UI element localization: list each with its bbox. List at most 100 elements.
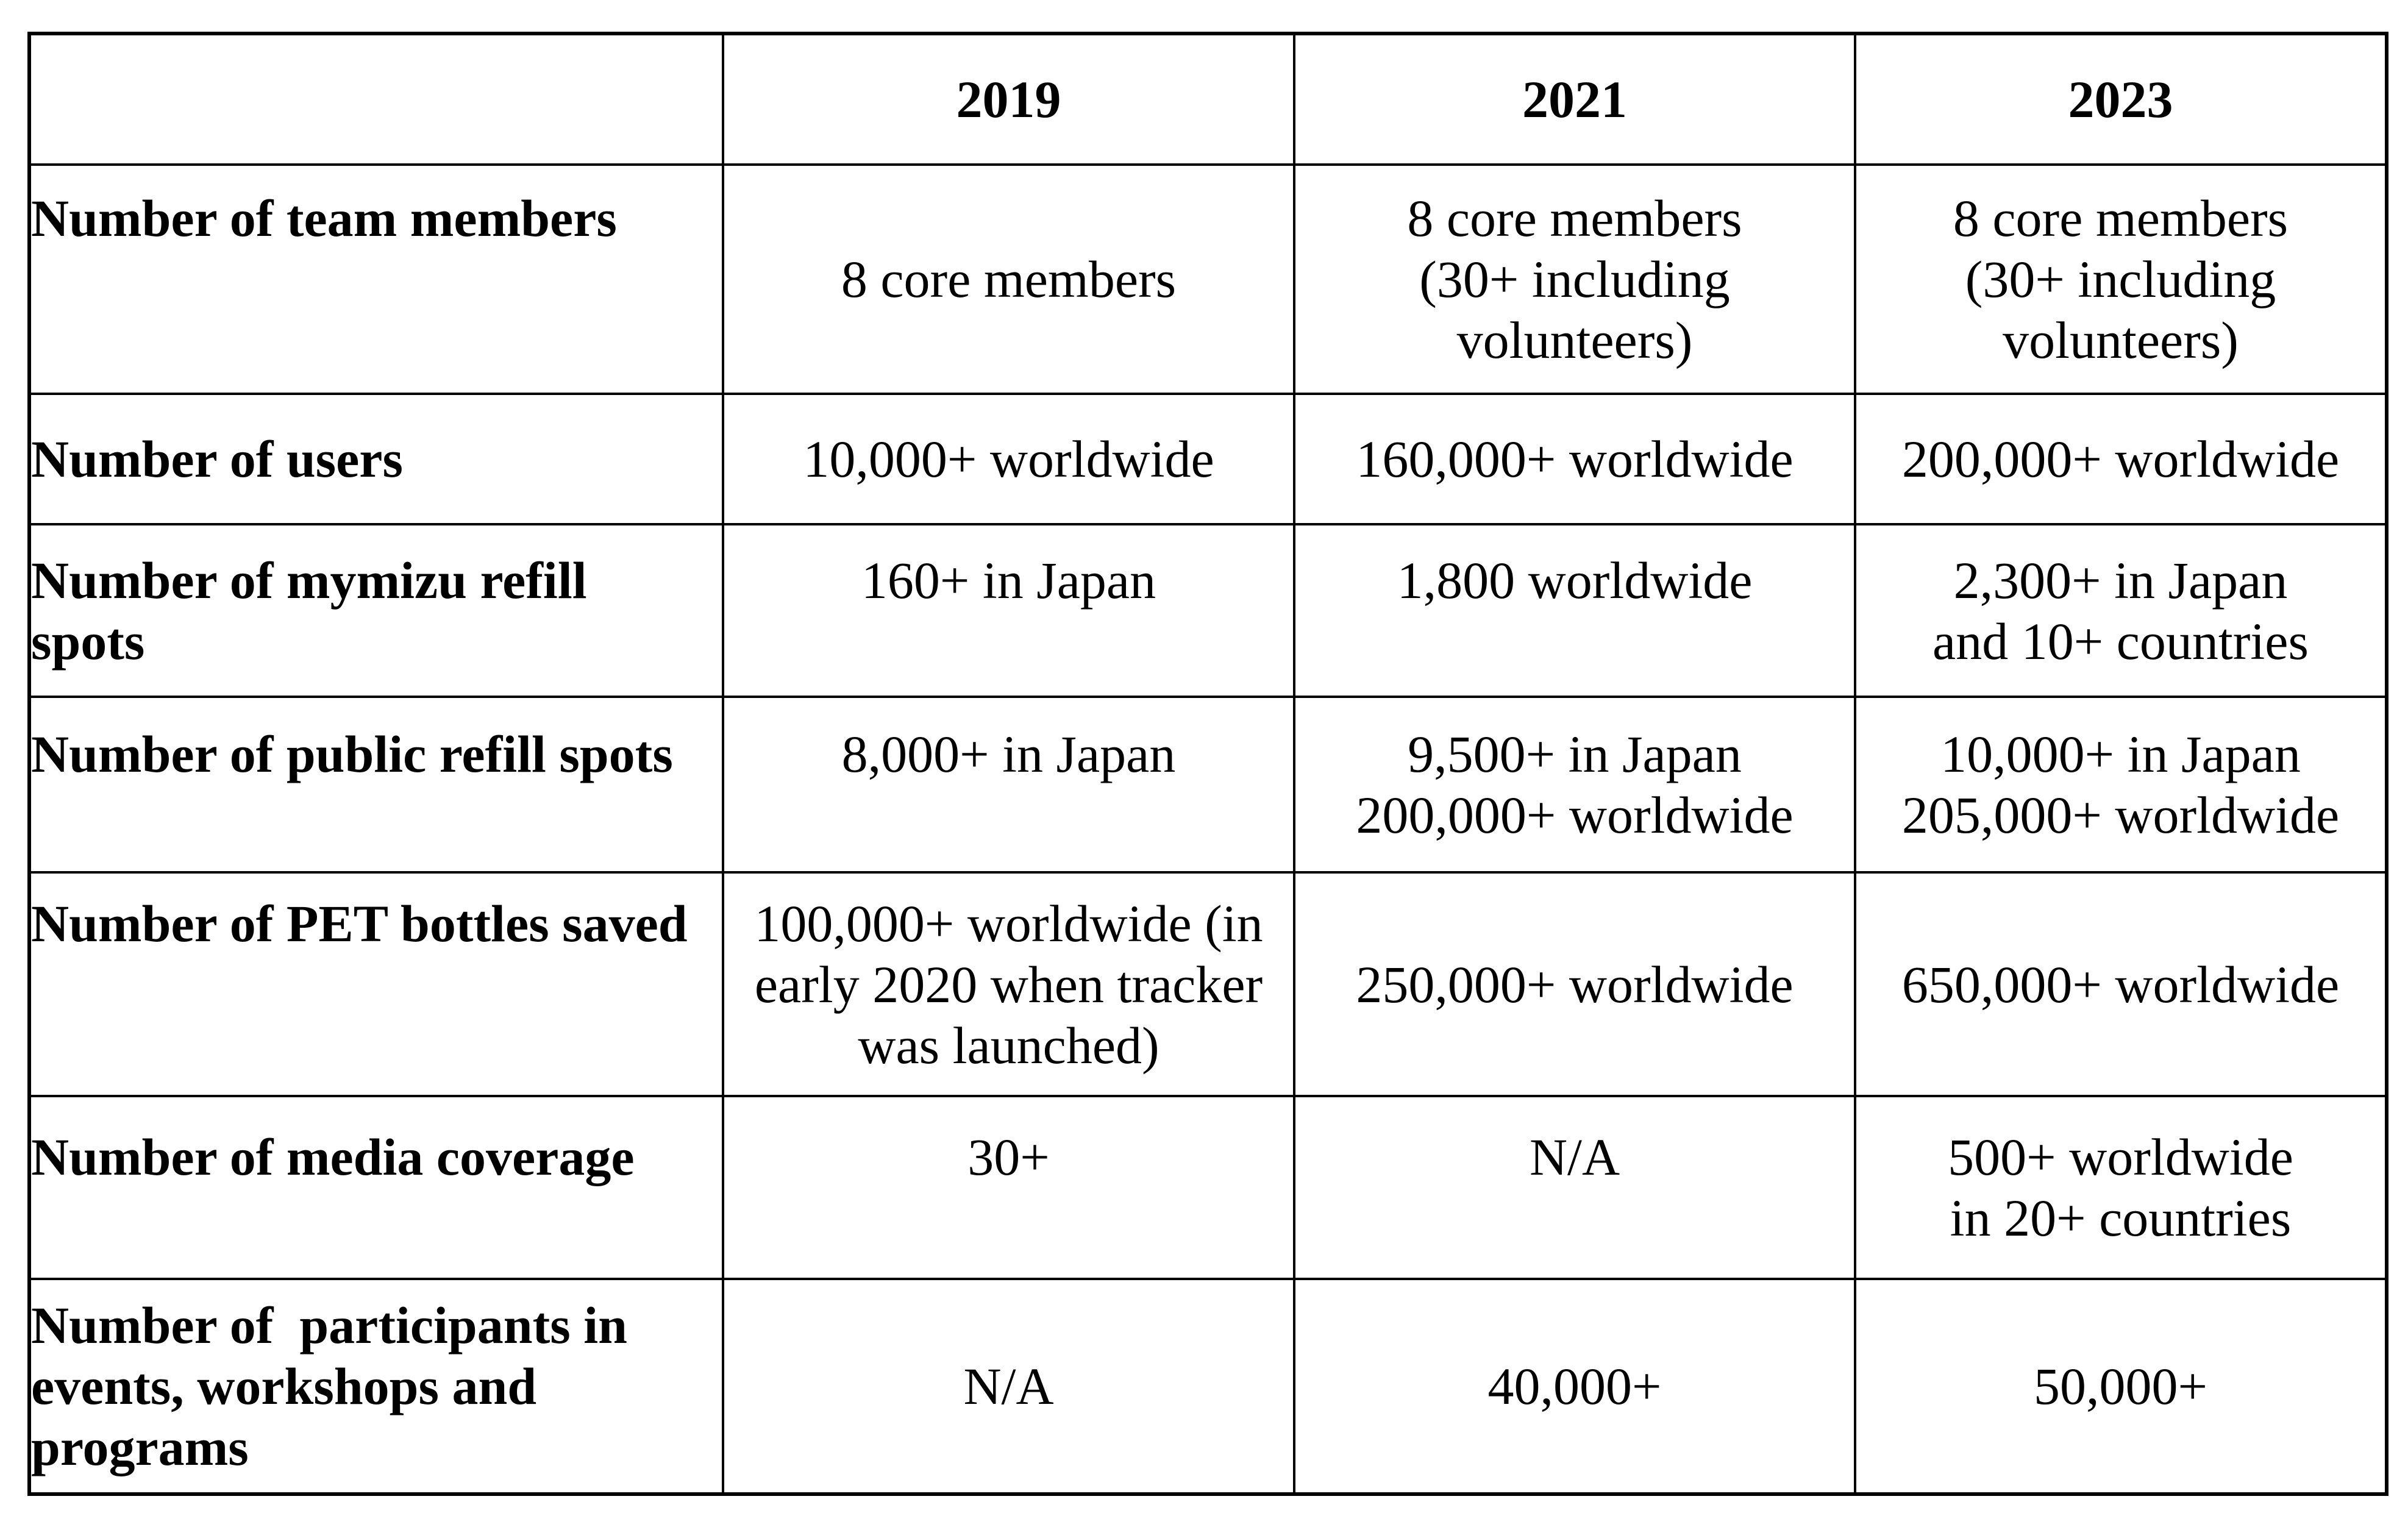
text-line (724, 611, 1293, 672)
text-line: 200,000+ worldwide (1901, 430, 2340, 488)
table-row: Number of public refill spots 8,000+ in J… (28, 696, 2388, 874)
text-line (31, 1015, 722, 1076)
value-cell-y2021: 160,000+ worldwide (1293, 393, 1856, 525)
table-row: Number of PET bottles saved 100,000+ worl… (28, 871, 2388, 1097)
row-label-cell: Number of mymizu refill spots (28, 523, 724, 698)
table-row: Number of participants in events, worksho… (28, 1278, 2388, 1495)
text-line: 8 core members (841, 250, 1177, 308)
text-line: 8,000+ in Japan (841, 725, 1176, 783)
table-body: Number of team members 8 core members 8 co… (28, 163, 2388, 1495)
text-line: 1,800 worldwide (1397, 550, 1753, 610)
column-header-y2019: 2019 (722, 32, 1295, 166)
text-line: Number of media coverage (31, 1128, 635, 1186)
column-header-y2023: 2023 (1854, 32, 2388, 166)
text-line: 500+ worldwide (1948, 1128, 2293, 1186)
value-cell-y2019: 100,000+ worldwide (in early 2020 when tr… (722, 871, 1295, 1097)
header-label: 2023 (2068, 70, 2173, 129)
table-header: 2019 2021 2023 (28, 32, 2388, 166)
value-cell-y2023: 2,300+ in Japan and 10+ countries (1854, 523, 2388, 698)
table-row: Number of mymizu refill spots 160+ in Japa… (28, 523, 2388, 698)
row-label-cell: Number of team members (28, 163, 724, 395)
text-line (724, 1187, 1293, 1248)
row-label-cell: Number of public refill spots (28, 696, 724, 874)
text-line: N/A (963, 1357, 1054, 1415)
text-line: 205,000+ worldwide (1901, 786, 2340, 844)
text-line (31, 310, 722, 371)
text-line: 250,000+ worldwide (1356, 955, 1794, 1014)
text-line: (30+ including (1419, 250, 1730, 308)
text-line: 30+ (967, 1128, 1050, 1186)
table-row: Number of team members 8 core members 8 co… (28, 163, 2388, 395)
text-line: 160,000+ worldwide (1356, 430, 1794, 488)
value-cell-y2021: 250,000+ worldwide (1293, 871, 1856, 1097)
text-line (31, 249, 722, 310)
value-cell-y2023: 8 core members (30+ including volunteers) (1854, 163, 2388, 395)
text-line (1295, 611, 1854, 672)
text-line: in 20+ countries (1950, 1189, 2292, 1247)
value-cell-y2021: 40,000+ (1293, 1278, 1856, 1495)
text-line: 160+ in Japan (861, 550, 1156, 610)
value-cell-y2023: 650,000+ worldwide (1854, 871, 2388, 1097)
row-label-cell: Number of users (28, 393, 724, 525)
row-label-cell: Number of PET bottles saved (28, 871, 724, 1097)
text-line: was launched) (858, 1016, 1159, 1075)
text-line: 8 core members (1407, 189, 1742, 247)
value-cell-y2021: 1,800 worldwide (1293, 523, 1856, 698)
value-cell-y2019: 160+ in Japan (722, 523, 1295, 698)
value-cell-y2019: N/A (722, 1278, 1295, 1495)
value-cell-y2019: 8 core members (722, 163, 1295, 395)
text-line: events, workshops and (31, 1357, 537, 1415)
header-label: 2019 (956, 70, 1061, 129)
header-label (31, 69, 722, 130)
value-cell-y2021: 8 core members (30+ including volunteers) (1293, 163, 1856, 395)
value-cell-y2021: 9,500+ in Japan 200,000+ worldwide (1293, 696, 1856, 874)
text-line: 200,000+ worldwide (1356, 786, 1794, 844)
table-row: Number of media coverage 30+ N/A 500+ world… (28, 1095, 2388, 1280)
text-line: 10,000+ worldwide (803, 430, 1214, 488)
column-header-y2021: 2021 (1293, 32, 1856, 166)
value-cell-y2019: 8,000+ in Japan (722, 696, 1295, 874)
text-line: N/A (1529, 1128, 1620, 1186)
value-cell-y2021: N/A (1293, 1095, 1856, 1280)
text-line: 2,300+ in Japan (1953, 550, 2288, 610)
text-line (31, 954, 722, 1015)
text-line: Number of PET bottles saved (31, 894, 688, 953)
text-line (1295, 1187, 1854, 1248)
value-cell-y2023: 500+ worldwide in 20+ countries (1854, 1095, 2388, 1280)
text-line: Number of team members (31, 189, 617, 247)
text-line: and 10+ countries (1932, 611, 2309, 671)
text-line: Number of users (31, 430, 403, 488)
impact-stats-table: 2019 2021 2023 Number of team members 8 cor… (27, 32, 2388, 1496)
value-cell-y2023: 50,000+ (1854, 1278, 2388, 1495)
text-line: volunteers) (2003, 311, 2239, 369)
text-line: Number of public refill spots (31, 725, 673, 783)
text-line: 650,000+ worldwide (1901, 955, 2340, 1014)
text-line: 50,000+ (2033, 1357, 2207, 1415)
text-line: volunteers) (1456, 311, 1693, 369)
value-cell-y2019: 10,000+ worldwide (722, 393, 1295, 525)
text-line: early 2020 when tracker (754, 955, 1263, 1014)
table-row: Number of users 10,000+ worldwide 160,000+… (28, 393, 2388, 525)
text-line: 10,000+ in Japan (1940, 725, 2301, 783)
header-row: 2019 2021 2023 (28, 32, 2388, 166)
text-line: 40,000+ (1487, 1357, 1662, 1415)
text-line (724, 785, 1293, 846)
text-line: (30+ including (1965, 250, 2276, 308)
text-line: Number of mymizu refill (31, 550, 587, 610)
text-line: Number of participants in (31, 1296, 627, 1355)
value-cell-y2023: 200,000+ worldwide (1854, 393, 2388, 525)
value-cell-y2019: 30+ (722, 1095, 1295, 1280)
text-line (31, 785, 722, 846)
value-cell-y2023: 10,000+ in Japan 205,000+ worldwide (1854, 696, 2388, 874)
text-line: programs (31, 1418, 249, 1476)
text-line: spots (31, 611, 145, 671)
text-line: 8 core members (1953, 189, 2289, 247)
empty-corner-cell (28, 32, 724, 166)
text-line: 100,000+ worldwide (in (754, 894, 1263, 953)
header-label: 2021 (1522, 70, 1627, 129)
row-label-cell: Number of participants in events, worksho… (28, 1278, 724, 1495)
text-line: 9,500+ in Japan (1408, 725, 1742, 783)
row-label-cell: Number of media coverage (28, 1095, 724, 1280)
text-line (31, 1187, 722, 1248)
